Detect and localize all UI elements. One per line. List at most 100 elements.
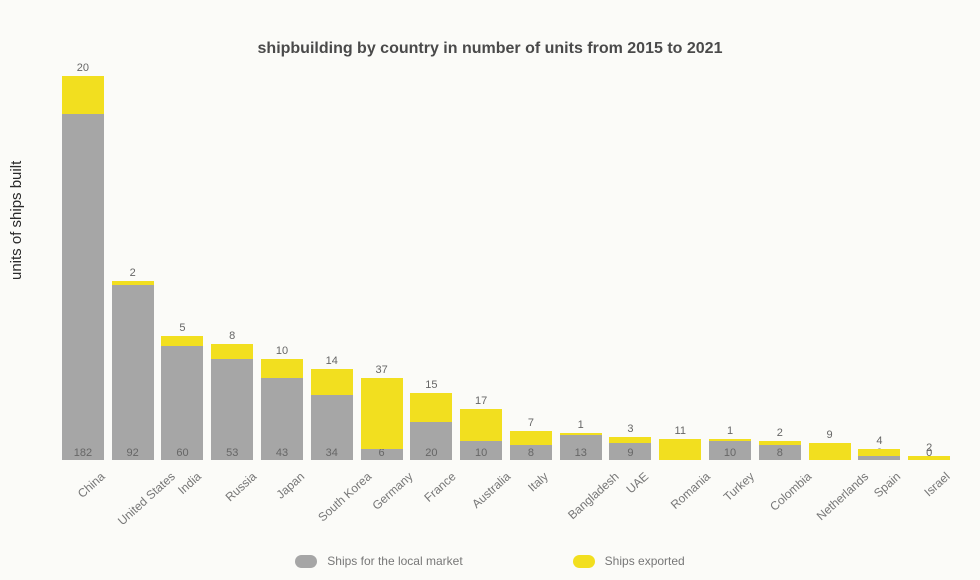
x-tick-label: UAE [624,468,653,496]
bar-segment-export [858,449,900,457]
bar-group: 110 [707,439,753,460]
legend-item-local: Ships for the local market [295,554,462,568]
bar-segment-local-label: 10 [475,447,487,459]
y-axis-label: units of ships built [8,161,25,280]
bar-stack: 110 [659,439,701,460]
bar-stack: 42 [858,449,900,460]
bar-stack: 78 [510,431,552,460]
bar-group: 1520 [408,393,454,460]
bar-top-label: 15 [425,379,437,391]
bar-top-label: 5 [179,322,185,334]
x-tick: Netherlands [807,460,853,530]
bar-segment-local: 8 [510,445,552,460]
bar-segment-local-label: 6 [379,447,385,459]
bar-segment-export [609,437,651,443]
bar-segment-local: 182 [62,114,104,460]
bar-stack: 90 [809,443,851,460]
bar-segment-local: 9 [609,443,651,460]
bar-group: 113 [558,433,604,460]
x-tick-label: Turkey [721,468,759,504]
bar-segment-local: 10 [460,441,502,460]
x-tick-label: India [176,468,206,497]
bar-top-label: 11 [675,425,686,437]
bar-segment-export [211,344,253,359]
bar-segment-export [361,378,403,448]
bar-top-label: 1 [578,419,584,431]
bar-segment-export [709,439,751,441]
bar-segment-local-label: 20 [425,447,437,459]
bar-segment-export [510,431,552,444]
chart-title: shipbuilding by country in number of uni… [0,40,980,58]
legend: Ships for the local market Ships exporte… [0,554,980,568]
bar-stack: 1710 [460,409,502,460]
x-tick-label: Japan [274,468,309,502]
x-tick-label: Italy [525,468,552,494]
bar-top-label: 8 [229,330,235,342]
bar-segment-local: 10 [709,441,751,460]
bar-top-label: 7 [528,417,534,429]
legend-swatch-export [573,555,595,568]
bar-stack: 1520 [410,393,452,460]
bar-segment-export [659,439,701,460]
legend-label-local: Ships for the local market [327,554,462,568]
bar-segment-local-label: 10 [724,447,736,459]
x-tick: Russia [209,460,255,530]
bar-top-label: 9 [827,429,833,441]
legend-label-export: Ships exported [605,554,685,568]
bar-group: 42 [857,449,903,460]
bar-stack: 28 [759,441,801,460]
bar-segment-local: 8 [759,445,801,460]
bar-group: 28 [757,441,803,460]
bar-segment-local-label: 43 [276,447,288,459]
bar-segment-local-label: 60 [176,447,188,459]
bar-segment-local-label: 53 [226,447,238,459]
bar-segment-export [560,433,602,435]
bar-group: 20182 [60,76,106,460]
bar-segment-local: 43 [261,378,303,460]
bar-segment-local-label: 182 [74,447,92,459]
x-tick: China [60,460,106,530]
bar-segment-local-label: 9 [627,447,633,459]
bar-segment-local: 34 [311,395,353,460]
bar-segment-export [410,393,452,422]
bar-segment-export [161,336,203,346]
bar-top-label: 14 [326,355,338,367]
bar-stack: 560 [161,336,203,460]
bar-segment-local: 60 [161,346,203,460]
bar-group: 1434 [309,369,355,460]
legend-swatch-local [295,555,317,568]
x-tick: Colombia [757,460,803,530]
x-tick: India [160,460,206,530]
x-axis-labels: ChinaUnited StatesIndiaRussiaJapanSouth … [56,460,956,530]
bar-group: 292 [110,281,156,460]
bar-segment-local-label: 92 [127,447,139,459]
x-tick-label: France [422,468,461,505]
x-tick-label: Russia [223,468,261,504]
bar-stack: 110 [709,439,751,460]
chart-plot-area: 2018229256085310431434376152017107811339… [56,70,956,460]
bar-stack: 853 [211,344,253,460]
bar-top-label: 3 [627,423,633,435]
bar-segment-local-label: 13 [575,447,587,459]
bar-top-label: 17 [475,395,487,407]
bar-segment-local-label: 34 [326,447,338,459]
bar-group: 78 [508,431,554,460]
bar-stack: 376 [361,378,403,460]
bar-top-label: 2 [130,267,136,279]
bar-segment-export [311,369,353,396]
x-tick: Romania [657,460,703,530]
bar-segment-export [809,443,851,460]
x-tick: Australia [458,460,504,530]
bar-top-label: 20 [77,62,89,74]
x-tick-label: Israel [922,468,955,499]
bar-segment-export [62,76,104,114]
bar-group: 853 [209,344,255,460]
bar-stack: 20182 [62,76,104,460]
bar-segment-local: 13 [560,435,602,460]
x-tick: Israel [906,460,952,530]
x-tick: Germany [359,460,405,530]
x-tick: UAE [608,460,654,530]
bar-group: 1710 [458,409,504,460]
bar-segment-local: 53 [211,359,253,460]
bar-group: 1043 [259,359,305,460]
